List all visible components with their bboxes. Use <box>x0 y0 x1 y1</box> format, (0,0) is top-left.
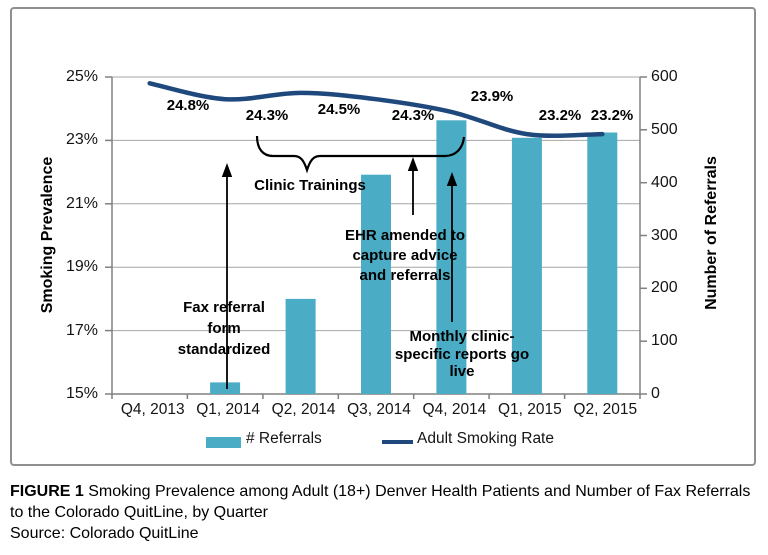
referrals-bar-q1-2015 <box>511 137 542 395</box>
referrals-bar-q2-2015 <box>587 132 618 394</box>
figure-source: Source: Colorado QuitLine <box>10 525 199 542</box>
chart-legend: # Referrals Adult Smoking Rate <box>0 429 768 453</box>
smoking-rate-line <box>147 81 605 138</box>
figure-title-block: FIGURE 1 Smoking Prevalence among Adult … <box>10 481 752 523</box>
referrals-legend-label: # Referrals <box>246 430 322 447</box>
referrals-legend-swatch <box>206 437 241 448</box>
monthly-arrow-head <box>446 172 458 186</box>
right-axis-title: Number of Referrals <box>703 156 720 310</box>
referrals-bar-q1-2014 <box>210 382 241 394</box>
fax-arrow-head <box>221 163 233 177</box>
referrals-bar-q2-2014 <box>285 298 316 394</box>
referrals-bar-q3-2014 <box>361 174 391 394</box>
smoking-rate-legend-swatch <box>382 440 413 444</box>
figure-number: FIGURE 1 <box>10 483 84 500</box>
smoking-rate-legend-label: Adult Smoking Rate <box>417 430 554 447</box>
left-axis-title: Smoking Prevalence <box>39 156 56 314</box>
figure-title: Smoking Prevalence among Adult (18+) Den… <box>10 483 751 521</box>
figure-caption: FIGURE 1 Smoking Prevalence among Adult … <box>10 481 752 544</box>
ehr-arrow-head <box>407 157 419 171</box>
clinic-trainings-brace <box>255 135 466 174</box>
